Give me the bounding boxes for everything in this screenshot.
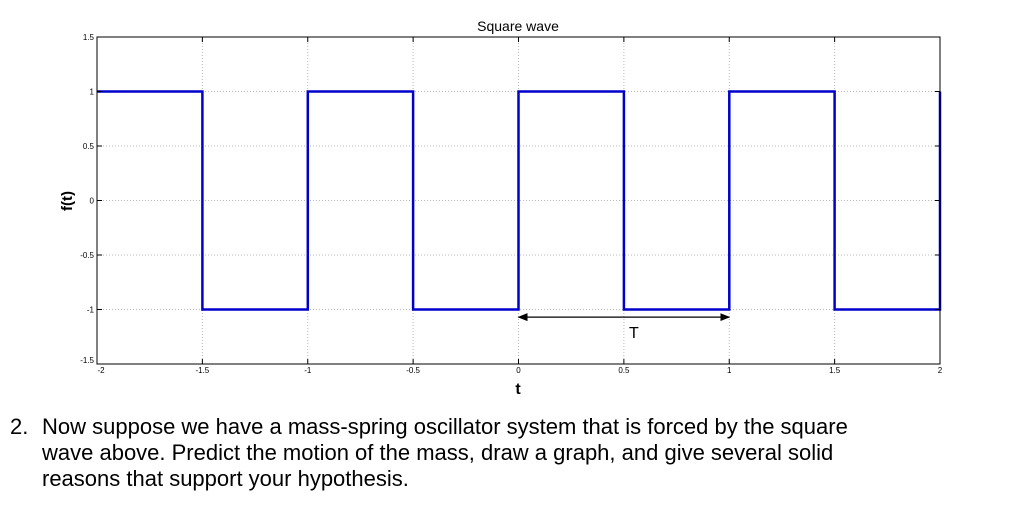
period-label: T — [629, 325, 639, 342]
tick-marks — [96, 36, 941, 365]
annotation-layer: T — [517, 313, 731, 342]
x-tick-label: -2 — [97, 366, 105, 375]
x-tick-label: 1.5 — [829, 366, 841, 375]
x-tick-label: -1.5 — [195, 366, 209, 375]
square-wave-series-line — [97, 90, 942, 311]
x-axis-label: t — [515, 381, 521, 398]
y-tick-label: -1 — [87, 306, 95, 315]
y-tick-label: 0 — [90, 197, 95, 206]
x-tick-label: -0.5 — [406, 366, 420, 375]
chart-title: Square wave — [477, 18, 559, 34]
x-tick-labels: -2 -1.5 -1 -0.5 0 0.5 1 1.5 2 — [97, 366, 942, 375]
y-tick-labels: -1.5 -1 -0.5 0 0.5 1 1.5 — [80, 33, 94, 365]
question-line: Now suppose we have a mass-spring oscill… — [42, 414, 848, 439]
y-tick-label: 0.5 — [83, 142, 95, 151]
question-text: Now suppose we have a mass-spring oscill… — [42, 414, 1002, 492]
square-wave-chart: -2 -1.5 -1 -0.5 0 0.5 1 1.5 2 -1.5-1-0.500.511.5… — [59, 18, 943, 398]
x-tick-label: -1 — [304, 366, 312, 375]
question-line: reasons that support your hypothesis. — [42, 466, 409, 491]
series-layer — [97, 90, 942, 311]
x-tick-label: 2 — [938, 366, 943, 375]
x-tick-label: 0 — [516, 366, 521, 375]
y-tick-label: 1 — [90, 88, 95, 97]
x-tick-label: 1 — [727, 366, 732, 375]
y-tick-label: -1.5 — [80, 356, 94, 365]
question-number: 2. — [10, 414, 29, 439]
y-tick-label: -0.5 — [80, 251, 94, 260]
y-tick-label: 1.5 — [83, 33, 95, 42]
y-axis-label: f(t) — [59, 191, 76, 211]
x-tick-label: 0.5 — [618, 366, 630, 375]
question-line: wave above. Predict the motion of the ma… — [42, 440, 834, 465]
